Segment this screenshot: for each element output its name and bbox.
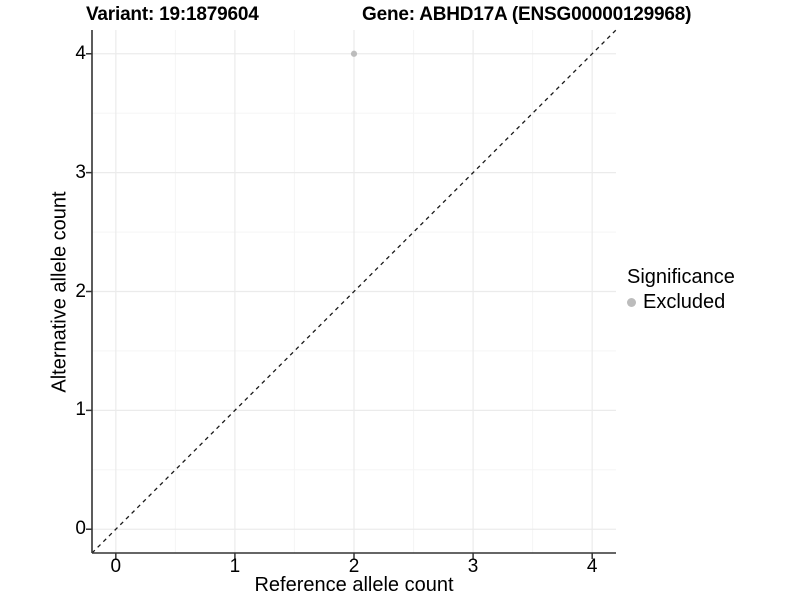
gene-title: Gene: ABHD17A (ENSG00000129968) bbox=[362, 4, 692, 25]
x-axis-title: Reference allele count bbox=[254, 574, 454, 596]
data-point bbox=[350, 50, 358, 57]
x-tick-label: 1 bbox=[229, 556, 241, 577]
x-tick-label: 3 bbox=[467, 556, 479, 577]
y-tick-label: 4 bbox=[75, 42, 86, 64]
x-tick-label: 2 bbox=[348, 556, 360, 577]
y-tick-label: 0 bbox=[75, 518, 86, 540]
x-tick-label: 0 bbox=[110, 556, 122, 577]
identity-reference-line bbox=[91, 29, 617, 554]
legend: Significance Excluded bbox=[627, 265, 735, 313]
excluded-point-icon bbox=[627, 297, 636, 307]
y-tick-label: 3 bbox=[75, 161, 86, 183]
legend-item-label: Excluded bbox=[643, 291, 726, 313]
y-axis-title: Alternative allele count bbox=[48, 191, 71, 393]
plot-panel bbox=[86, 29, 617, 559]
variant-title: Variant: 19:1879604 bbox=[86, 4, 259, 25]
legend-item-excluded: Excluded bbox=[627, 291, 735, 313]
y-tick-label: 1 bbox=[75, 399, 86, 421]
scatter-plot-svg bbox=[86, 29, 617, 559]
y-tick-label: 2 bbox=[75, 280, 86, 302]
x-tick-label: 4 bbox=[586, 556, 598, 577]
legend-title: Significance bbox=[627, 266, 735, 288]
